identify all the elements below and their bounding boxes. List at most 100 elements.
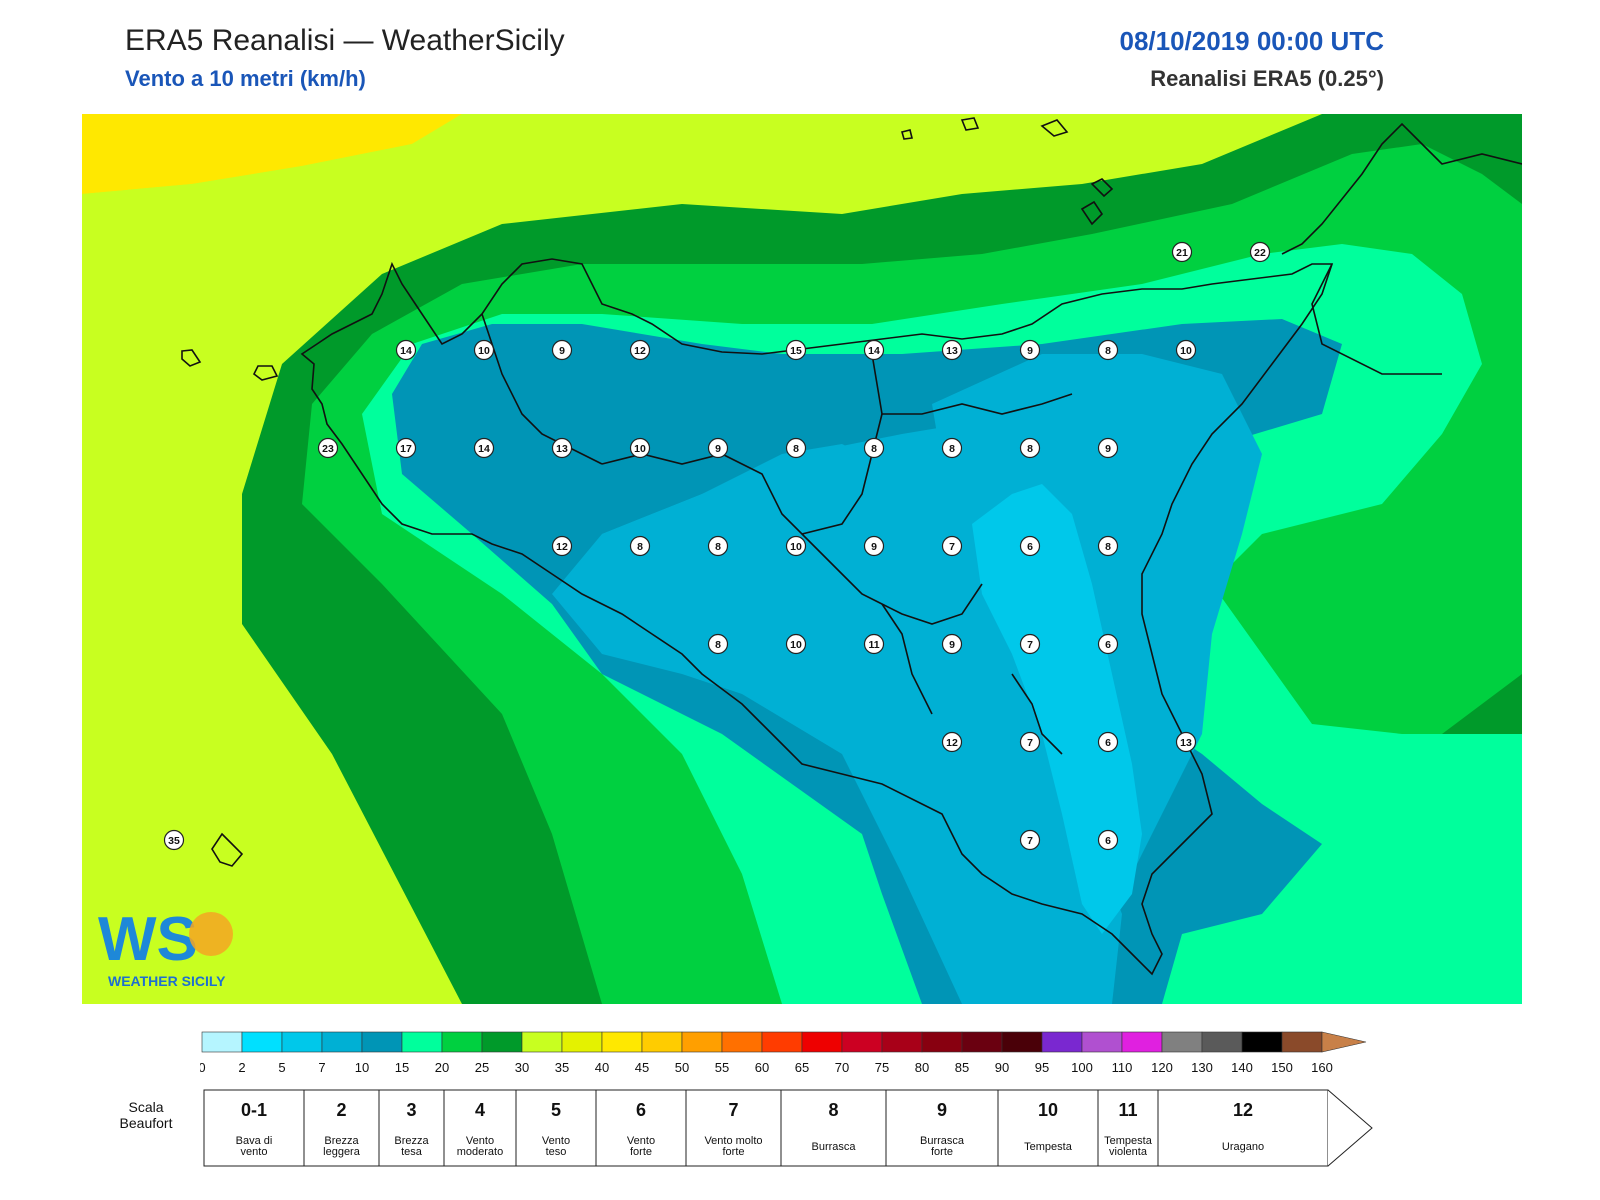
colorbar-cell xyxy=(321,1031,363,1053)
station-marker: 13 xyxy=(941,339,963,361)
colorbar-cell xyxy=(761,1031,803,1053)
station-value: 9 xyxy=(1105,443,1111,455)
colorbar-cell xyxy=(241,1031,283,1053)
station-marker: 8 xyxy=(1097,339,1119,361)
station-marker: 9 xyxy=(707,437,729,459)
station-value: 8 xyxy=(1027,443,1033,455)
station-marker: 6 xyxy=(1097,731,1119,753)
colorbar-tick: 100 xyxy=(1071,1060,1093,1075)
colorbar-tick: 50 xyxy=(675,1060,689,1075)
colorbar-cell xyxy=(201,1031,243,1053)
colorbar-tick: 120 xyxy=(1151,1060,1173,1075)
station-value: 8 xyxy=(949,443,955,455)
colorbar-tick: 5 xyxy=(278,1060,285,1075)
colorbar-cell xyxy=(1001,1031,1043,1053)
wind-map: 21 22 14 10 9 12 15 14 13 9 8 10 23 17 14 13 10 9 8 8 8 8 9 12 8… xyxy=(82,114,1522,1004)
map-title: ERA5 Reanalisi — WeatherSicily xyxy=(125,24,565,57)
station-marker: 10 xyxy=(629,437,651,459)
station-marker: 10 xyxy=(1175,339,1197,361)
beaufort-number: 11 xyxy=(1118,1100,1137,1120)
beaufort-cell: 11 Tempesta violenta xyxy=(1097,1089,1159,1167)
station-marker: 9 xyxy=(863,535,885,557)
beaufort-description: Tempesta xyxy=(1024,1141,1073,1153)
coastline xyxy=(181,117,1522,976)
beaufort-number: 8 xyxy=(828,1100,838,1120)
colorbar-cell xyxy=(561,1031,603,1053)
station-value: 12 xyxy=(946,737,958,749)
colorbar-tick: 35 xyxy=(555,1060,569,1075)
beaufort-number: 3 xyxy=(406,1100,416,1120)
beaufort-number: 2 xyxy=(336,1100,346,1120)
beaufort-cell: 10 Tempesta xyxy=(997,1089,1099,1167)
station-marker: 8 xyxy=(785,437,807,459)
station-value: 7 xyxy=(949,541,955,553)
beaufort-number: 0-1 xyxy=(241,1100,267,1120)
beaufort-number: 12 xyxy=(1233,1100,1253,1120)
station-value: 11 xyxy=(868,639,879,651)
station-value: 9 xyxy=(871,541,877,553)
colorbar-tick: 30 xyxy=(515,1060,529,1075)
beaufort-description: Bava di vento xyxy=(236,1135,273,1158)
colorbar-tick: 130 xyxy=(1191,1060,1213,1075)
weather-sicily-logo: WS WEATHER SICILY xyxy=(96,900,256,1000)
colorbar-tick: 75 xyxy=(875,1060,889,1075)
colorbar-cell xyxy=(441,1031,483,1053)
station-value: 9 xyxy=(559,345,565,357)
map-subtitle: Vento a 10 metri (km/h) xyxy=(125,66,366,91)
station-value: 8 xyxy=(871,443,877,455)
station-marker: 14 xyxy=(395,339,417,361)
station-value: 10 xyxy=(478,345,490,357)
beaufort-cell: 4 Vento moderato xyxy=(443,1089,517,1167)
station-value: 9 xyxy=(949,639,955,651)
station-marker: 8 xyxy=(863,437,885,459)
beaufort-cell: 7 Vento molto forte xyxy=(685,1089,782,1167)
logo-letters: WS xyxy=(98,905,198,974)
station-value: 8 xyxy=(715,639,721,651)
station-value: 6 xyxy=(1105,639,1111,651)
beaufort-scale: Scala Beaufort 0-1 Bava di vento 2 Brezza leg… xyxy=(120,1089,1373,1167)
colorbar-tick: 110 xyxy=(1112,1060,1133,1075)
colorbar-cell xyxy=(721,1031,763,1053)
beaufort-description: Burrasca xyxy=(811,1141,856,1153)
beaufort-description: Brezza leggera xyxy=(323,1135,361,1158)
station-value: 10 xyxy=(1180,345,1192,357)
wind-colorbar: 0 2 5 7 10 15 20 25 30 35 40 45 50 55 60 65 70 75 80 85 90 95… xyxy=(200,1031,1367,1075)
beaufort-description: Vento moderato xyxy=(457,1135,503,1158)
station-value: 13 xyxy=(1180,737,1192,749)
beaufort-description: Vento forte xyxy=(627,1135,655,1158)
beaufort-description: Vento teso xyxy=(542,1135,570,1158)
colorbar-arrow xyxy=(1321,1031,1367,1053)
colorbar-tick: 65 xyxy=(795,1060,809,1075)
station-value: 9 xyxy=(715,443,721,455)
colorbar-ticks: 0 2 5 7 10 15 20 25 30 35 40 45 50 55 60 65 70 75 80 85 90 95… xyxy=(200,1060,1333,1075)
station-marker: 15 xyxy=(785,339,807,361)
station-value: 12 xyxy=(556,541,568,553)
station-value: 10 xyxy=(634,443,646,455)
station-marker: 9 xyxy=(1019,339,1041,361)
beaufort-number: 5 xyxy=(551,1100,561,1120)
station-value: 10 xyxy=(790,541,802,553)
colorbar-cell xyxy=(801,1031,843,1053)
beaufort-cell: 2 Brezza leggera xyxy=(303,1089,380,1167)
station-marker: 12 xyxy=(629,339,651,361)
station-marker: 35 xyxy=(163,829,185,851)
station-markers: 21 22 14 10 9 12 15 14 13 9 8 10 23 17 14 13 10 9 8 8 8 8 9 12 8… xyxy=(163,241,1271,851)
colorbar-cell xyxy=(481,1031,523,1053)
beaufort-number: 4 xyxy=(475,1100,485,1120)
station-marker: 10 xyxy=(785,535,807,557)
station-marker: 12 xyxy=(551,535,573,557)
colorbar-cell xyxy=(1201,1031,1243,1053)
beaufort-label-line2: Beaufort xyxy=(120,1115,173,1131)
station-marker: 9 xyxy=(941,633,963,655)
station-value: 6 xyxy=(1105,835,1111,847)
station-marker: 8 xyxy=(707,535,729,557)
station-marker: 22 xyxy=(1249,241,1271,263)
station-marker: 9 xyxy=(551,339,573,361)
station-marker: 17 xyxy=(395,437,417,459)
station-value: 14 xyxy=(478,443,490,455)
station-marker: 7 xyxy=(1019,731,1041,753)
station-marker: 21 xyxy=(1171,241,1193,263)
beaufort-number: 7 xyxy=(728,1100,738,1120)
station-value: 7 xyxy=(1027,639,1033,651)
colorbar-tick: 140 xyxy=(1231,1060,1253,1075)
